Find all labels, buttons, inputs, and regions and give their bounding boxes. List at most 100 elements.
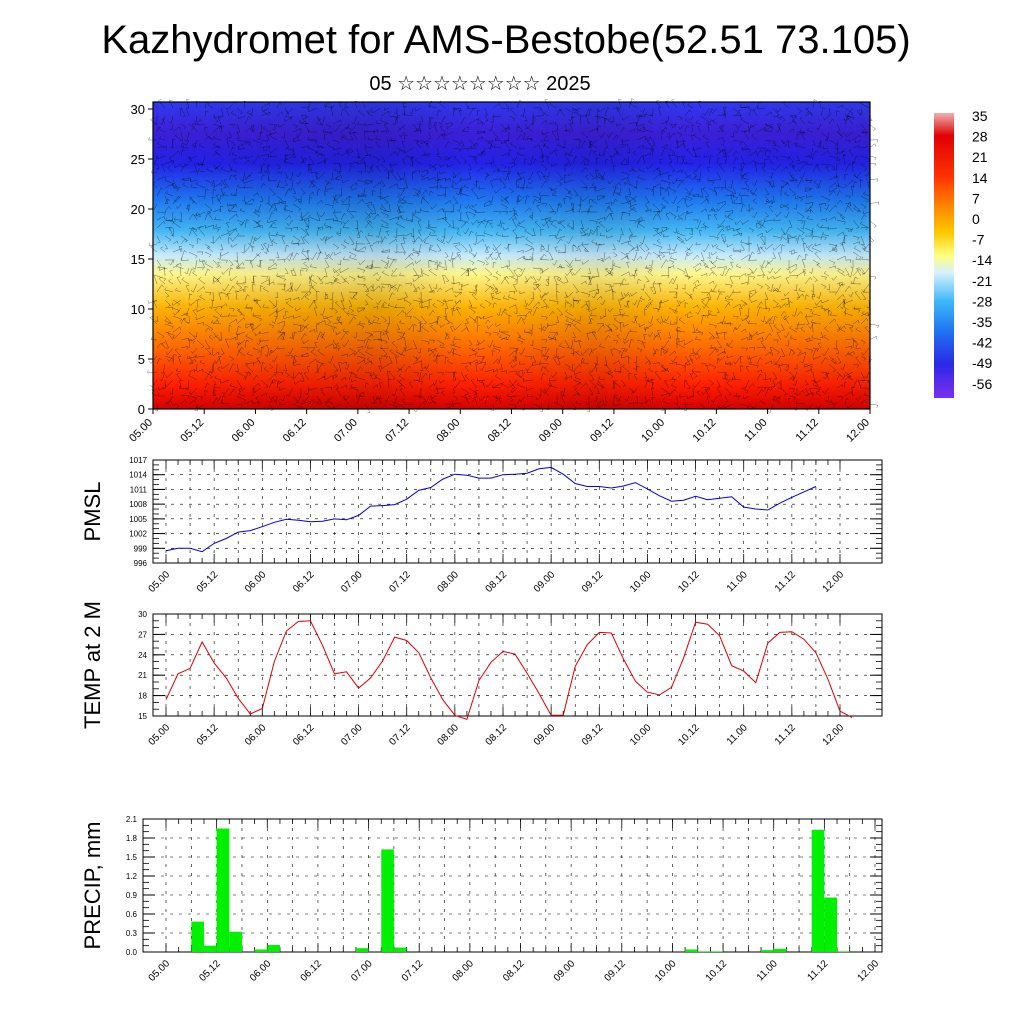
pmsl-y-tick-label: 1008 [129, 500, 147, 509]
temp-2m-x-tick-label: 09.12 [580, 722, 606, 748]
precip-x-tick-label: 08.12 [501, 958, 527, 984]
temp-2m-x-tick-label: 11.00 [725, 722, 750, 747]
temp-2m-x-tick-label: 10.00 [628, 722, 654, 748]
colorbar-label: 28 [972, 129, 988, 145]
heatmap-x-tick-label: 06.12 [281, 417, 309, 445]
precip-bar [710, 951, 724, 952]
pmsl-y-tick-label: 1002 [129, 530, 147, 539]
precip-bar [254, 949, 268, 952]
heatmap-y-tick-label: 15 [131, 252, 145, 267]
temp-2m-axis-label: TEMP at 2 M [80, 601, 105, 729]
temp-2m-x-tick-label: 07.12 [387, 722, 413, 748]
temp-2m-x-tick-label: 06.12 [291, 722, 317, 748]
precip-y-tick-label: 0.0 [126, 948, 138, 957]
heatmap-x-tick-label: 07.12 [383, 417, 411, 445]
heatmap-x-tick-label: 05.12 [178, 417, 206, 445]
precip-y-tick-label: 0.3 [126, 929, 138, 938]
heatmap-x-tick-label: 10.00 [639, 417, 667, 445]
pmsl-frame [152, 459, 883, 564]
colorbar-label: -14 [972, 252, 992, 268]
pmsl-x-tick-label: 10.12 [676, 569, 702, 595]
precip-bar [761, 950, 774, 952]
heatmap-x-tick-label: 06.00 [230, 417, 258, 445]
pmsl-x-tick-label: 09.12 [580, 569, 606, 595]
temp-2m-y-tick-label: 15 [138, 712, 147, 721]
precip-bar [203, 945, 217, 952]
precip-bar [393, 947, 407, 952]
precip-y-tick-label: 0.9 [126, 891, 138, 900]
pmsl-x-tick-label: 08.00 [436, 569, 462, 595]
precip-y-tick-label: 2.1 [126, 815, 138, 824]
colorbar-label: -28 [972, 293, 992, 309]
heatmap-y-tick-label: 0 [138, 402, 145, 417]
colorbar-label: 21 [972, 149, 988, 165]
colorbar-label: 14 [972, 170, 988, 186]
vertical-section-panel: 0 5 10 15 20 25 30 05.00 05.12 06.00 06.12 07.00 07… [127, 98, 880, 445]
temp-2m-x-tick-label: 06.00 [243, 722, 269, 748]
precip-y-tick-label: 0.6 [126, 910, 138, 919]
colorbar-label: -35 [972, 314, 992, 330]
pmsl-x-tick-label: 11.00 [725, 569, 750, 594]
temp-2m-x-tick-label: 08.00 [436, 722, 462, 748]
temp-2m-x-tick-label: 12.00 [821, 722, 847, 748]
precip-bar [811, 829, 825, 952]
temp-2m-x-tick-label: 10.12 [676, 722, 702, 748]
pmsl-x-tick-label: 11.12 [773, 569, 798, 594]
precip-bar [191, 921, 204, 952]
heatmap-y-tick-label: 10 [131, 302, 145, 317]
precip-x-tick-label: 11.12 [806, 958, 831, 983]
colorbar-label: -42 [972, 335, 992, 351]
precip-x-tick-label: 08.00 [451, 958, 477, 984]
heatmap-x-tick-label: 08.00 [434, 417, 462, 445]
colorbar-label: -49 [972, 355, 992, 371]
pmsl-y-tick-label: 1014 [129, 471, 147, 480]
pmsl-x-tick-label: 09.00 [532, 569, 558, 595]
pmsl-axis-label: PMSL [80, 482, 105, 542]
precip-x-tick-label: 10.00 [653, 958, 679, 984]
chart-subtitle: 05 ☆☆☆☆☆☆☆☆ 2025 [369, 73, 591, 95]
heatmap-x-tick-label: 12.00 [844, 417, 872, 445]
precip-x-tick-label: 05.12 [197, 958, 223, 984]
precip-x-tick-label: 06.12 [299, 958, 325, 984]
heatmap-y-tick-label: 30 [131, 102, 145, 117]
pmsl-y-tick-label: 999 [134, 544, 148, 553]
heatmap-x-axis: 05.00 05.12 06.00 06.12 07.00 07.12 08.00 08.12… [127, 409, 872, 445]
wind-barb-field [147, 98, 880, 414]
pmsl-x-tick-label: 05.00 [147, 569, 173, 595]
colorbar: 35 28 21 14 7 0 -7 -14 -21 -28 -35 -42 -49 -56 [934, 108, 992, 398]
colorbar-label: -21 [972, 273, 992, 289]
heatmap-x-tick-label: 05.00 [127, 417, 155, 445]
pmsl-y-tick-label: 1017 [129, 456, 147, 465]
heatmap-x-tick-label: 10.12 [691, 417, 719, 445]
precip-bar [381, 849, 394, 952]
colorbar-label: 0 [972, 211, 980, 227]
pmsl-x-tick-label: 06.00 [243, 569, 269, 595]
colorbar-label: -56 [972, 376, 992, 392]
precip-y-tick-label: 1.8 [126, 834, 138, 843]
precip-y-tick-label: 1.5 [126, 853, 138, 862]
heatmap-x-tick-label: 09.12 [588, 417, 616, 445]
precip-bar [773, 948, 787, 952]
precip-x-tick-label: 07.00 [349, 958, 375, 984]
pmsl-y-tick-label: 1011 [130, 485, 148, 494]
precip-bar [837, 951, 850, 952]
pmsl-x-tick-label: 06.12 [291, 569, 317, 595]
precip-panel: 2.1 1.8 1.5 1.2 0.9 0.6 0.3 0.0 05.00 05.12 06.00 0… [80, 815, 883, 984]
pmsl-x-tick-label: 10.00 [628, 569, 654, 595]
heatmap-y-tick-label: 20 [131, 202, 145, 217]
precip-bar [229, 931, 242, 952]
heatmap-diurnal-shading [153, 102, 870, 409]
colorbar-label: 35 [972, 108, 988, 124]
temp-2m-x-tick-label: 09.00 [532, 722, 558, 748]
temp-2m-y-tick-label: 18 [138, 692, 147, 701]
heatmap-y-tick-label: 5 [138, 352, 145, 367]
temp-2m-x-tick-label: 05.00 [147, 722, 173, 748]
heatmap-x-tick-label: 08.12 [486, 417, 514, 445]
precip-grid [143, 818, 882, 953]
temp-2m-x-tick-label: 05.12 [195, 722, 221, 748]
precip-frame [142, 818, 883, 953]
precip-bar [824, 897, 838, 952]
